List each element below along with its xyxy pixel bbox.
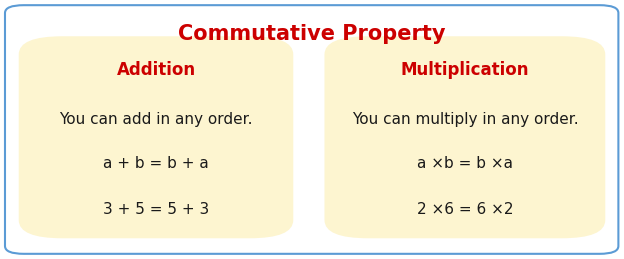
Text: You can multiply in any order.: You can multiply in any order.: [351, 112, 578, 127]
Text: Addition: Addition: [117, 61, 195, 79]
FancyBboxPatch shape: [5, 5, 618, 254]
Text: 2 ×6 = 6 ×2: 2 ×6 = 6 ×2: [417, 202, 513, 217]
FancyBboxPatch shape: [19, 36, 293, 238]
Text: Multiplication: Multiplication: [401, 61, 529, 79]
Text: You can add in any order.: You can add in any order.: [59, 112, 253, 127]
Text: Commutative Property: Commutative Property: [178, 24, 446, 44]
Text: a + b = b + a: a + b = b + a: [103, 156, 209, 171]
FancyBboxPatch shape: [324, 36, 605, 238]
Text: a ×b = b ×a: a ×b = b ×a: [417, 156, 513, 171]
Text: 3 + 5 = 5 + 3: 3 + 5 = 5 + 3: [103, 202, 209, 217]
